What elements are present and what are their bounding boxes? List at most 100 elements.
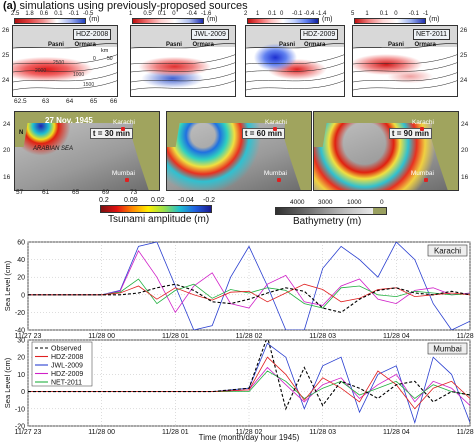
bathymetry-colorbar: [275, 207, 387, 215]
karachi-xtick-4: 11/28 03: [309, 333, 336, 340]
karachi-station-label: Karachi: [434, 247, 461, 256]
source-map-1-contour-2: [131, 72, 235, 83]
top-colorbar-1-tick-5: -1.6: [201, 11, 212, 17]
source-map-1-contours: [131, 43, 235, 91]
mumbai-xtick-6: 11/28 05: [457, 429, 474, 436]
snapshot-map-1: t = 60 min Karachi Mumbai: [166, 111, 312, 191]
source-map-3-contour-2: [353, 72, 457, 83]
karachi-xtick-2: 11/28 01: [162, 333, 189, 340]
km-label: km: [101, 48, 109, 54]
mumbai-xtick-3: 11/28 02: [236, 429, 263, 436]
mumbai-station-box: [427, 342, 468, 355]
legend-box: [31, 341, 93, 387]
top-lon-tick-2: 64: [66, 98, 74, 105]
contour-label-3: 1500: [83, 82, 95, 88]
source-map-3-contours: [353, 43, 457, 91]
ormara-label-3: Ormara: [414, 42, 436, 48]
top-lat-tick-right-0: 26: [460, 27, 468, 34]
amp-tick-4: -0.2: [203, 197, 216, 204]
source-map-3-coastline: [353, 43, 457, 49]
source-map-0-contour-3: [13, 80, 117, 91]
top-lat-tick-1: 25: [2, 52, 10, 59]
mumbai-marker-2: [424, 178, 428, 182]
karachi-label-2: Karachi: [411, 119, 434, 126]
top-colorbar-0: [14, 18, 86, 24]
karachi-xtick-0: 11/27 23: [15, 333, 42, 340]
top-colorbar-3-unit: (m): [429, 16, 440, 23]
top-lon-tick-3: 65: [90, 98, 98, 105]
top-colorbar-0-tick-4: -0.1: [68, 11, 79, 17]
amplitude-label: Tsunami amplitude (m): [108, 214, 210, 225]
mumbai-chart: 30 20 10 0 -10 -2011/27 23 11/28 00 11/28 01 11/…: [3, 338, 474, 437]
karachi-ytick-3: 0: [21, 292, 25, 299]
source-map-3-contour-1: [353, 62, 457, 73]
amp-tick-2: 0.02: [151, 197, 165, 204]
snapshot-map-1-land-north: [167, 112, 311, 123]
mumbai-marker-0: [125, 178, 129, 182]
snapshot-time-2: t = 90 min: [388, 128, 432, 139]
mumbai-ytick-5: -20: [15, 424, 25, 431]
source-map-0-contours: [13, 43, 117, 91]
karachi-xtick-6: 11/28 05: [457, 333, 474, 340]
mumbai-label-0: Mumbai: [111, 170, 135, 177]
karachi-xtick-3: 11/28 02: [236, 333, 263, 340]
amplitude-colorbar: [100, 205, 212, 213]
source-map-1-coastline: [131, 43, 235, 49]
chart-xlabel: Time (month/day hour 1945): [199, 433, 300, 442]
source-map-0-coastline: [13, 43, 117, 49]
karachi-ytick-2: 20: [17, 275, 25, 282]
karachi-ytick-0: 60: [17, 240, 25, 247]
top-colorbar-2-unit: (m): [322, 16, 333, 23]
source-map-2-contour-0: [246, 54, 344, 65]
karachi-marker-1: [273, 127, 277, 131]
source-map-2-contours: [246, 43, 344, 91]
north-arrow: N: [19, 130, 24, 136]
amp-tick-3: -0.04: [178, 197, 194, 204]
source-label-0: HDZ-2008: [73, 29, 112, 40]
mumbai-ytick-4: -10: [15, 406, 25, 413]
mumbai-marker-1: [277, 178, 281, 182]
mumbai-ytick-2: 10: [17, 372, 25, 379]
source-map-0-contour-0: [13, 54, 117, 65]
mumbai-label-1: Mumbai: [263, 170, 287, 177]
legend-label-2: JWL-2009: [51, 363, 83, 370]
karachi-marker-2: [420, 127, 424, 131]
karachi-xtick-5: 11/28 04: [383, 333, 410, 340]
source-map-2-contour-2: [246, 72, 344, 83]
mid-lat-tick-1: 20: [3, 147, 11, 154]
top-colorbar-3-tick-3: 0: [394, 11, 398, 17]
top-colorbar-2-tick-1: 1: [256, 11, 260, 17]
panel-letter: (a): [3, 0, 17, 12]
top-colorbar-0-tick-1: 1.8: [25, 11, 34, 17]
source-map-3: NET-2011 Pasni Ormara: [352, 25, 458, 97]
karachi-ytick-4: -20: [15, 310, 25, 317]
mumbai-ylabel: Sea Level (cm): [3, 357, 12, 408]
source-map-2: HDZ-2009 Pasni Ormara: [245, 25, 345, 97]
legend-label-3: HDZ-2009: [51, 371, 83, 378]
source-map-0-contour-1: [13, 62, 117, 73]
source-map-3-contour-3: [353, 80, 457, 91]
top-colorbar-0-tick-3: 0.1: [54, 11, 63, 17]
top-colorbar-2-tick-0: 2: [244, 11, 248, 17]
top-colorbar-2: [247, 18, 319, 24]
top-colorbar-1-tick-2: 0.1: [157, 11, 167, 17]
pasni-label-3: Pasni: [387, 42, 404, 48]
arabian-sea-label: ARABIAN SEA: [33, 146, 74, 152]
karachi-label-1: Karachi: [264, 119, 287, 126]
legend-label-1: HDZ-2008: [51, 354, 83, 361]
mumbai-ytick-3: 0: [21, 389, 25, 396]
mumbai-xtick-1: 11/28 00: [88, 429, 115, 436]
top-lat-tick-2: 24: [2, 77, 10, 84]
top-colorbar-0-tick-5: -0.5: [83, 11, 94, 17]
contour-label-0: 2500: [53, 60, 65, 66]
source-map-2-contour-1: [246, 62, 344, 73]
mumbai-ytick-0: 30: [17, 338, 25, 345]
contour-label-2: 1000: [73, 72, 85, 78]
contour-label-1: 2000: [35, 68, 47, 74]
mid-lat-tick-right-2: 16: [461, 174, 469, 181]
mid-lon-tick-1: 61: [42, 189, 50, 196]
top-colorbar-2-tick-5: -0.4: [304, 11, 315, 17]
mid-lon-tick-2: 65: [72, 189, 80, 196]
snapshot-date: 27 Nov. 1945: [45, 116, 93, 125]
top-lon-tick-4: 66: [110, 98, 118, 105]
